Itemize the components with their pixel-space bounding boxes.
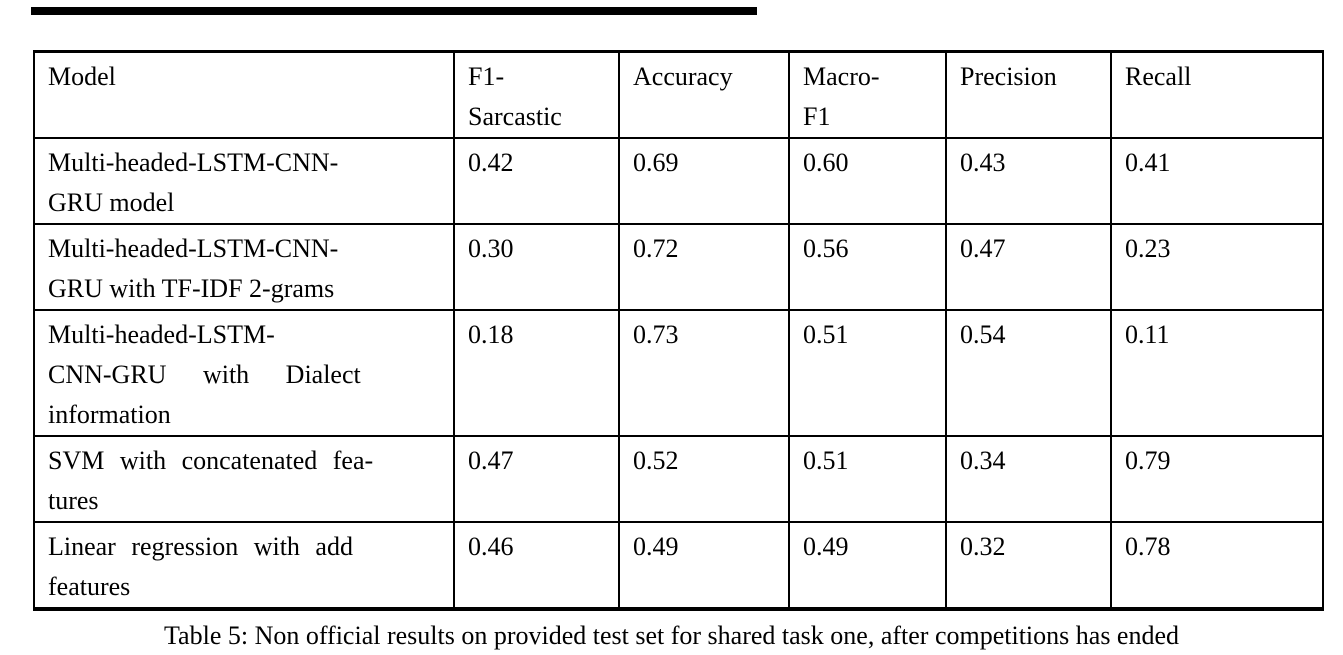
accuracy-cell: 0.52 xyxy=(618,435,790,523)
macro-f1-cell: 0.51 xyxy=(788,309,947,437)
table-row: Linear regression with add features 0.46… xyxy=(33,521,1324,610)
macro-f1-cell: 0.60 xyxy=(788,137,947,225)
precision-cell: 0.34 xyxy=(945,435,1112,523)
macro-f1-cell: 0.49 xyxy=(788,521,947,610)
recall-cell: 0.78 xyxy=(1110,521,1324,610)
precision-cell: 0.47 xyxy=(945,223,1112,311)
table-header-row: Model F1- Sarcastic Accuracy Macro- F1 P… xyxy=(33,50,1324,139)
f1-sarcastic-cell: 0.47 xyxy=(453,435,620,523)
model-cell: Multi-headed-LSTM-CNN- GRU model xyxy=(33,137,455,225)
header-model-label: Model xyxy=(48,62,116,91)
accuracy-cell: 0.69 xyxy=(618,137,790,225)
f1-sarcastic-cell: 0.18 xyxy=(453,309,620,437)
f1-sarcastic-cell: 0.42 xyxy=(453,137,620,225)
header-precision: Precision xyxy=(945,50,1112,139)
model-cell: Multi-headed-LSTM- CNN-GRU with Dialect … xyxy=(33,309,455,437)
accuracy-cell: 0.72 xyxy=(618,223,790,311)
macro-f1-cell: 0.56 xyxy=(788,223,947,311)
recall-cell: 0.23 xyxy=(1110,223,1324,311)
accuracy-cell: 0.49 xyxy=(618,521,790,610)
f1-sarcastic-cell: 0.46 xyxy=(453,521,620,610)
table-row: Multi-headed-LSTM- CNN-GRU with Dialect … xyxy=(33,309,1324,437)
table-row: SVM with concatenated fea- tures 0.47 0.… xyxy=(33,435,1324,523)
precision-cell: 0.43 xyxy=(945,137,1112,225)
recall-cell: 0.41 xyxy=(1110,137,1324,225)
header-accuracy: Accuracy xyxy=(618,50,790,139)
header-recall: Recall xyxy=(1110,50,1324,139)
macro-f1-cell: 0.51 xyxy=(788,435,947,523)
recall-cell: 0.11 xyxy=(1110,309,1324,437)
recall-cell: 0.79 xyxy=(1110,435,1324,523)
model-cell: SVM with concatenated fea- tures xyxy=(33,435,455,523)
table-row: Multi-headed-LSTM-CNN- GRU with TF-IDF 2… xyxy=(33,223,1324,311)
header-macro-f1: Macro- F1 xyxy=(788,50,947,139)
header-model: Model xyxy=(33,50,455,139)
clipped-figure-rule xyxy=(31,7,757,15)
model-cell: Multi-headed-LSTM-CNN- GRU with TF-IDF 2… xyxy=(33,223,455,311)
model-cell: Linear regression with add features xyxy=(33,521,455,610)
precision-cell: 0.32 xyxy=(945,521,1112,610)
f1-sarcastic-cell: 0.30 xyxy=(453,223,620,311)
header-f1-sarcastic: F1- Sarcastic xyxy=(453,50,620,139)
precision-cell: 0.54 xyxy=(945,309,1112,437)
results-table: Model F1- Sarcastic Accuracy Macro- F1 P… xyxy=(33,50,1324,611)
accuracy-cell: 0.73 xyxy=(618,309,790,437)
table-caption: Table 5: Non official results on provide… xyxy=(163,621,1180,650)
table-row: Multi-headed-LSTM-CNN- GRU model 0.42 0.… xyxy=(33,137,1324,225)
